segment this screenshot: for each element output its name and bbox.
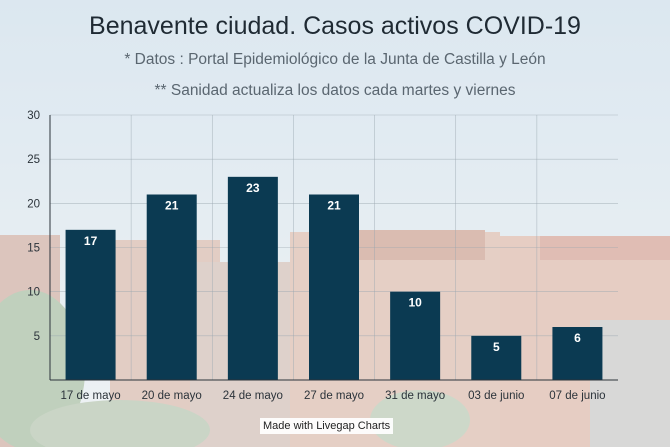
bar-value-label: 21 (165, 199, 179, 213)
bar (552, 327, 603, 380)
bar (146, 194, 197, 380)
y-tick-label: 15 (27, 243, 40, 255)
bar (309, 194, 359, 380)
y-tick-label: 10 (27, 287, 40, 299)
x-tick-label: 20 de mayo (142, 390, 202, 402)
x-tick-label: 03 de junio (468, 390, 524, 402)
y-tick-label: 30 (27, 110, 40, 122)
x-tick-label: 24 de mayo (223, 390, 283, 402)
chart-bars: 17 21 23 21 10 5 6 (65, 176, 603, 380)
chart-subtitle-update-note: ** Sanidad actualiza los datos cada mart… (154, 82, 516, 99)
bar (471, 335, 522, 380)
bar-value-label: 6 (574, 331, 581, 345)
y-tick-label: 5 (34, 331, 40, 343)
bar-value-label: 23 (246, 181, 260, 195)
chart-subtitle-source: * Datos : Portal Epidemiológico de la Ju… (124, 51, 546, 68)
bar-value-label: 5 (493, 340, 500, 354)
bar-value-label: 21 (327, 199, 341, 213)
y-tick-label: 20 (27, 198, 40, 210)
x-tick-label: 31 de mayo (385, 390, 445, 402)
bar (65, 229, 116, 380)
chart-credit[interactable]: Made with Livegap Charts (260, 418, 394, 434)
bar-value-label: 10 (408, 296, 422, 310)
bar (390, 291, 441, 380)
chart-title: Benavente ciudad. Casos activos COVID-19 (89, 12, 581, 40)
bar (227, 176, 278, 380)
x-tick-label: 07 de junio (549, 390, 605, 402)
chart-axes: 5 10 15 20 25 30 17 de mayo 20 de mayo 24 de may… (27, 110, 618, 402)
bar-value-label: 17 (84, 234, 98, 248)
x-tick-label: 27 de mayo (304, 390, 364, 402)
x-tick-label: 17 de mayo (61, 390, 121, 402)
y-tick-label: 25 (27, 154, 40, 166)
